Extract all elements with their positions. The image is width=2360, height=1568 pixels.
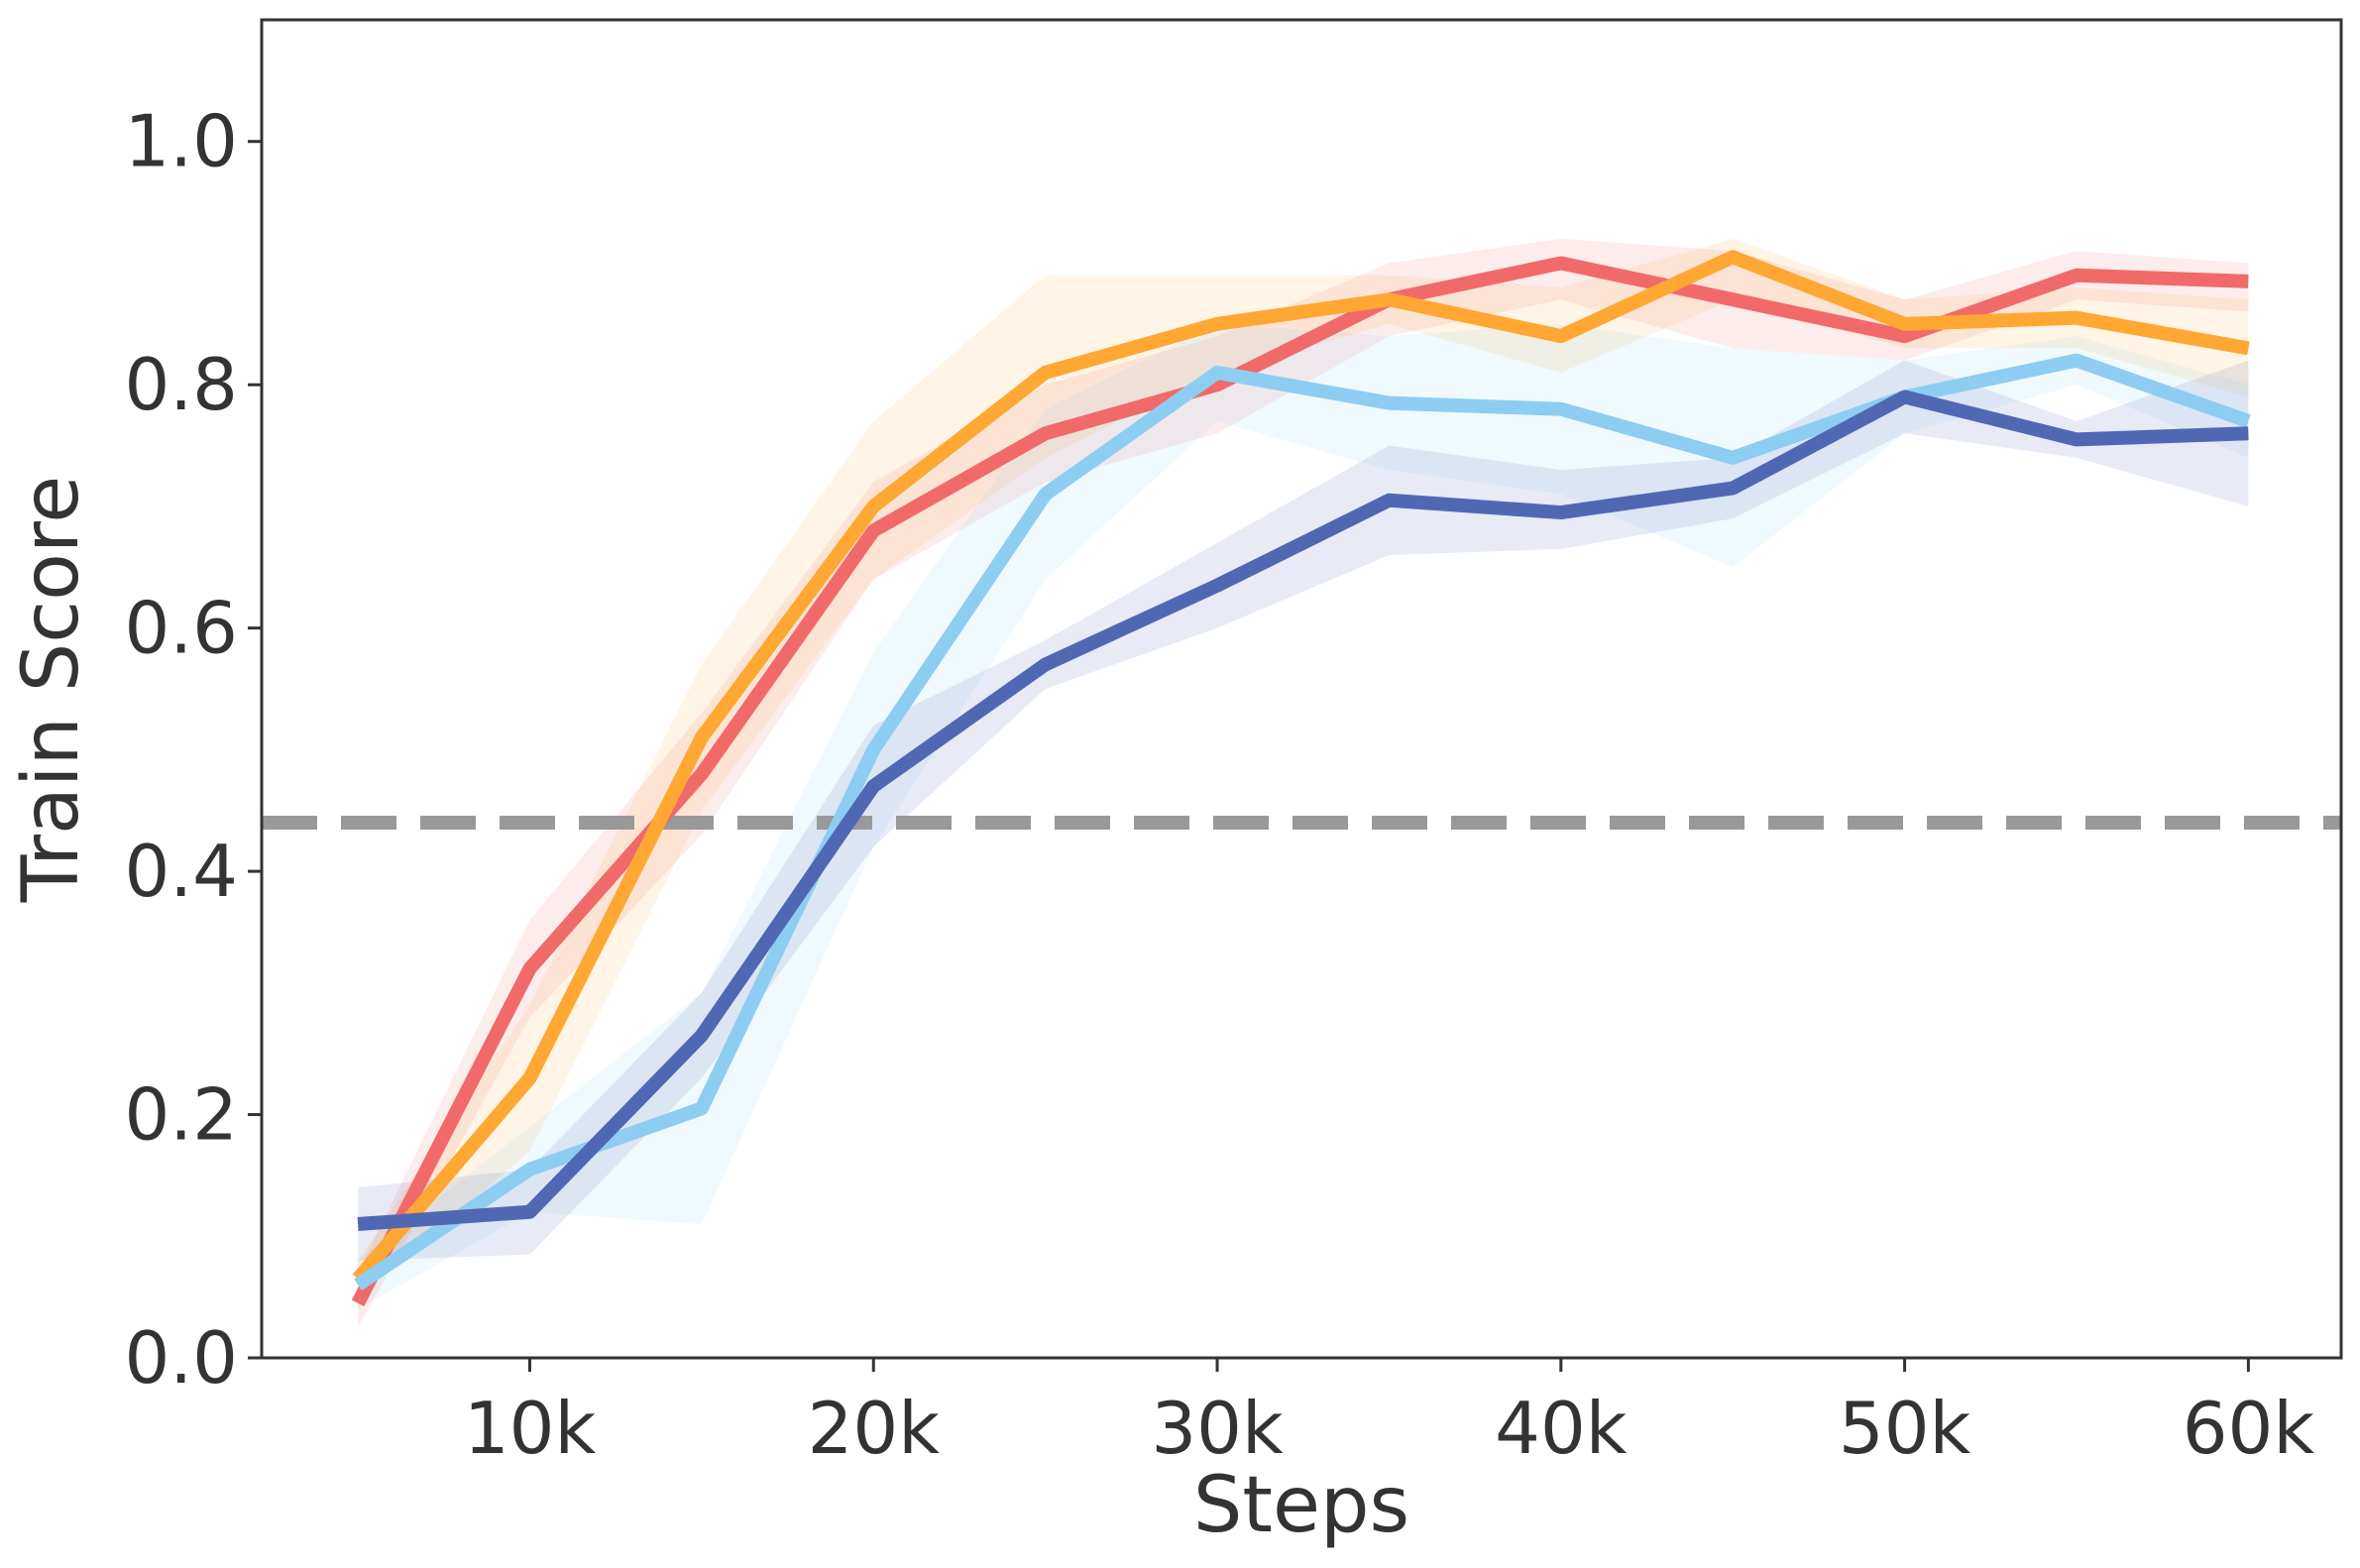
- y-tick-label: 0.2: [124, 1073, 238, 1157]
- y-tick-label: 0.6: [124, 587, 238, 670]
- x-tick-label: 20k: [808, 1387, 941, 1470]
- series-lines: [351, 250, 2251, 1306]
- confidence-band-3: [358, 323, 2249, 1309]
- x-tick-label: 10k: [464, 1387, 597, 1470]
- y-tick-label: 0.4: [124, 830, 238, 913]
- x-tick-label: 40k: [1495, 1387, 1628, 1470]
- x-tick-label: 60k: [2183, 1387, 2315, 1470]
- plot-frame: [260, 18, 2343, 1360]
- series-line-2: [352, 250, 2250, 1284]
- series-line-3: [354, 353, 2251, 1291]
- confidence-bands: [358, 238, 2249, 1328]
- x-tick-label: 30k: [1151, 1387, 1284, 1470]
- y-tick-label: 0.8: [124, 343, 238, 426]
- series-line-4: [357, 390, 2249, 1231]
- confidence-band-1: [358, 238, 2249, 1328]
- x-tick-label: 50k: [1839, 1387, 1971, 1470]
- y-axis-ticks: 0.0 0.2 0.4 0.6 0.8 1.0: [124, 100, 262, 1400]
- y-tick-label: 1.0: [124, 100, 238, 183]
- y-tick-label: 0.0: [124, 1316, 238, 1400]
- x-axis-title: Steps: [1193, 1461, 1409, 1550]
- y-axis-title: Train Score: [7, 476, 96, 903]
- x-axis-ticks: 10k 20k 30k 40k 50k 60k: [464, 1358, 2315, 1470]
- confidence-band-2: [358, 238, 2249, 1297]
